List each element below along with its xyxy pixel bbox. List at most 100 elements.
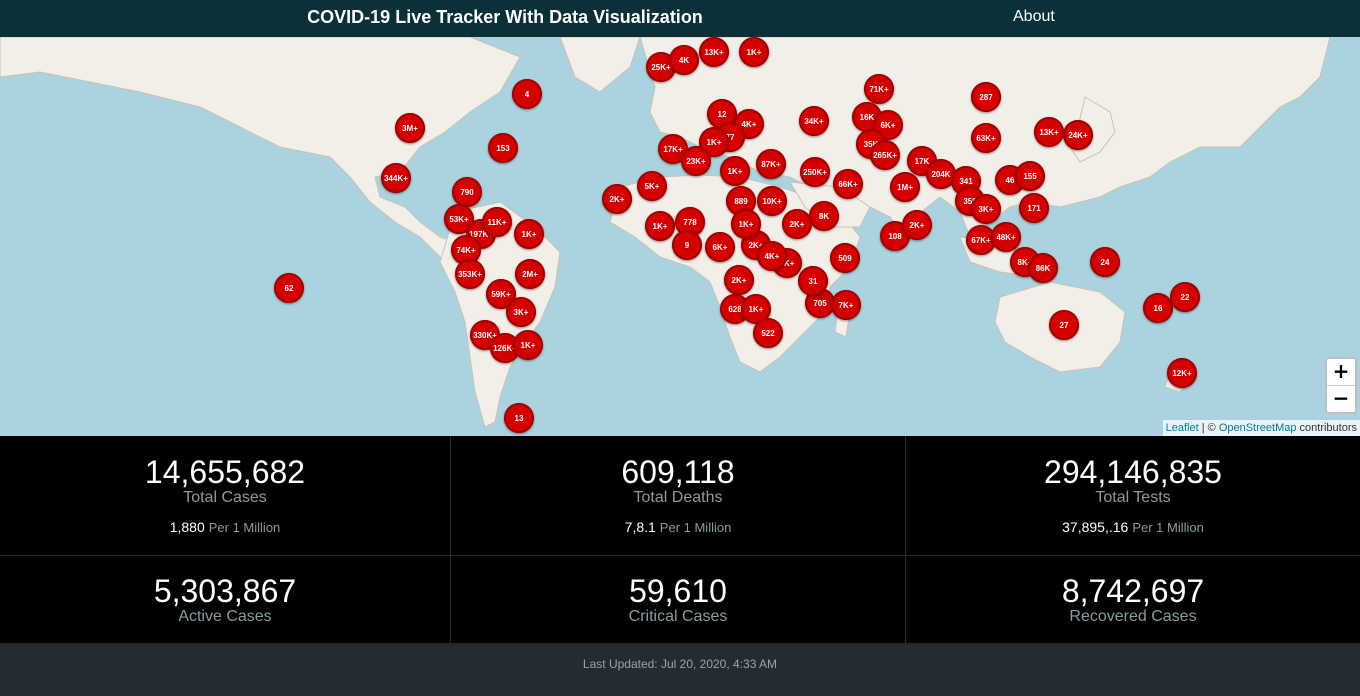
cluster-marker[interactable]: 250K+ xyxy=(800,157,830,187)
zoom-in-button[interactable]: + xyxy=(1332,359,1350,383)
divider xyxy=(450,436,451,643)
active-cases-value: 5,303,867 xyxy=(153,573,297,609)
map-attribution: Leaflet | © OpenStreetMap contributors xyxy=(1162,420,1360,436)
cluster-marker[interactable]: 509 xyxy=(830,243,860,273)
cluster-marker[interactable]: 12K+ xyxy=(1167,358,1197,388)
cluster-marker[interactable]: 171 xyxy=(1019,193,1049,223)
top-navbar: COVID-19 Live Tracker With Data Visualiz… xyxy=(0,0,1360,37)
cluster-marker[interactable]: 1K+ xyxy=(513,330,543,360)
cluster-marker[interactable]: 86K xyxy=(1028,253,1058,283)
total-cases-label: Total Cases xyxy=(183,489,267,506)
footer: Last Updated: Jul 20, 2020, 4:33 AM xyxy=(0,643,1360,696)
cluster-marker[interactable]: 24K+ xyxy=(1063,120,1093,150)
cluster-marker[interactable]: 23K+ xyxy=(681,146,711,176)
cluster-marker[interactable]: 63K+ xyxy=(971,123,1001,153)
cluster-marker[interactable]: 7K+ xyxy=(831,290,861,320)
per-million-unit: Per 1 Million xyxy=(1132,520,1204,535)
cluster-marker[interactable]: 13K+ xyxy=(699,37,729,67)
total-tests-value: 294,146,835 xyxy=(1044,454,1222,490)
cluster-marker[interactable]: 4K xyxy=(669,45,699,75)
cluster-marker[interactable]: 790 xyxy=(452,177,482,207)
cluster-marker[interactable]: 66K+ xyxy=(833,169,863,199)
cluster-marker[interactable]: 4K+ xyxy=(757,241,787,271)
cluster-marker[interactable]: 34K+ xyxy=(799,106,829,136)
cluster-marker[interactable]: 344K+ xyxy=(381,163,411,193)
cluster-marker[interactable]: 3K+ xyxy=(971,194,1001,224)
cluster-marker[interactable]: 5K+ xyxy=(637,171,667,201)
leaflet-link[interactable]: Leaflet xyxy=(1165,422,1199,434)
last-updated-text: Last Updated: Jul 20, 2020, 4:33 AM xyxy=(582,657,778,671)
cluster-marker[interactable]: 13 xyxy=(504,403,534,433)
total-deaths-card: 609,118 Total Deaths 7,8.1 Per 1 Million xyxy=(451,455,905,535)
critical-cases-label: Critical Cases xyxy=(628,608,728,625)
active-cases-label: Active Cases xyxy=(178,608,272,625)
recovered-cases-label: Recovered Cases xyxy=(1069,608,1197,625)
cluster-marker[interactable]: 2K+ xyxy=(782,209,812,239)
cluster-marker[interactable]: 31 xyxy=(798,266,828,296)
cluster-marker[interactable]: 3K+ xyxy=(506,297,536,327)
cluster-marker[interactable]: 4 xyxy=(512,79,542,109)
cluster-marker[interactable]: 2K+ xyxy=(902,210,932,240)
cluster-marker[interactable]: 265K+ xyxy=(870,140,900,170)
total-deaths-label: Total Deaths xyxy=(633,489,723,506)
cluster-marker[interactable]: 1M+ xyxy=(890,172,920,202)
stats-panel: 14,655,682 Total Cases 1,880 Per 1 Millio… xyxy=(0,436,1360,643)
cluster-marker[interactable]: 10K+ xyxy=(757,186,787,216)
cluster-marker[interactable]: 2M+ xyxy=(515,259,545,289)
cluster-marker[interactable]: 62 xyxy=(274,273,304,303)
cluster-marker[interactable]: 6K+ xyxy=(705,232,735,262)
app-title: COVID-19 Live Tracker With Data Visualiz… xyxy=(307,7,703,27)
cluster-marker[interactable]: 13K+ xyxy=(1034,117,1064,147)
cluster-marker[interactable]: 16 xyxy=(1143,293,1173,323)
cluster-marker[interactable]: 155 xyxy=(1015,161,1045,191)
deaths-per-million: 7,8.1 Per 1 Million xyxy=(451,519,905,535)
total-tests-card: 294,146,835 Total Tests 37,895,.16 Per 1 … xyxy=(906,455,1360,535)
per-million-unit: Per 1 Million xyxy=(208,520,281,535)
recovered-cases-value: 8,742,697 xyxy=(1061,573,1205,609)
active-cases-card: 5,303,867 Active Cases xyxy=(0,574,450,626)
cluster-marker[interactable]: 287 xyxy=(971,82,1001,112)
cluster-marker[interactable]: 1K+ xyxy=(739,37,769,67)
cluster-marker[interactable]: 2K+ xyxy=(602,184,632,214)
zoom-control: + − xyxy=(1325,357,1357,414)
deaths-per-million-value: 7,8.1 xyxy=(624,519,656,535)
cluster-marker[interactable]: 17K+ xyxy=(658,134,688,164)
osm-link[interactable]: OpenStreetMap xyxy=(1218,422,1297,434)
divider xyxy=(0,555,1360,556)
cluster-marker[interactable]: 9 xyxy=(672,230,702,260)
cluster-marker[interactable]: 87K+ xyxy=(756,149,786,179)
cases-per-million: 1,880 Per 1 Million xyxy=(0,519,450,535)
cluster-marker[interactable]: 1K+ xyxy=(645,211,675,241)
divider xyxy=(905,436,906,643)
total-tests-label: Total Tests xyxy=(1095,489,1171,506)
cluster-marker[interactable]: 71K+ xyxy=(864,74,894,104)
cluster-marker[interactable]: 522 xyxy=(753,318,783,348)
about-link[interactable]: About xyxy=(1013,8,1055,25)
cluster-marker[interactable]: 27 xyxy=(1049,310,1079,340)
world-map[interactable]: 4 3M+ 153 344K+ 790 53K+ 197K+ 11K+ 1K+ 74K+ 353K+… xyxy=(0,37,1360,436)
recovered-cases-card: 8,742,697 Recovered Cases xyxy=(906,574,1360,626)
cluster-marker[interactable]: 22 xyxy=(1170,282,1200,312)
cluster-marker[interactable]: 48K+ xyxy=(991,222,1021,252)
tests-per-million-value: 37,895,.16 xyxy=(1062,519,1129,535)
attribution-suffix: contributors xyxy=(1296,422,1357,434)
cluster-marker[interactable]: 8K xyxy=(809,201,839,231)
tests-per-million: 37,895,.16 Per 1 Million xyxy=(906,519,1360,535)
total-cases-card: 14,655,682 Total Cases 1,880 Per 1 Millio… xyxy=(0,455,450,535)
cluster-marker[interactable]: 153 xyxy=(488,133,518,163)
cases-per-million-value: 1,880 xyxy=(169,519,205,535)
total-cases-value: 14,655,682 xyxy=(144,454,306,490)
cluster-marker[interactable]: 353K+ xyxy=(455,259,485,289)
zoom-out-button[interactable]: − xyxy=(1327,385,1355,412)
total-deaths-value: 609,118 xyxy=(621,454,735,490)
cluster-marker[interactable]: 24 xyxy=(1090,247,1120,277)
cluster-marker[interactable]: 1K+ xyxy=(731,209,761,239)
critical-cases-card: 59,610 Critical Cases xyxy=(451,574,905,626)
cluster-marker[interactable]: 11K+ xyxy=(482,207,512,237)
attribution-separator: | © xyxy=(1198,422,1219,434)
critical-cases-value: 59,610 xyxy=(629,573,727,609)
cluster-marker[interactable]: 1K+ xyxy=(514,219,544,249)
cluster-marker[interactable]: 2K+ xyxy=(724,265,754,295)
cluster-marker[interactable]: 1K+ xyxy=(720,156,750,186)
cluster-marker[interactable]: 3M+ xyxy=(395,113,425,143)
